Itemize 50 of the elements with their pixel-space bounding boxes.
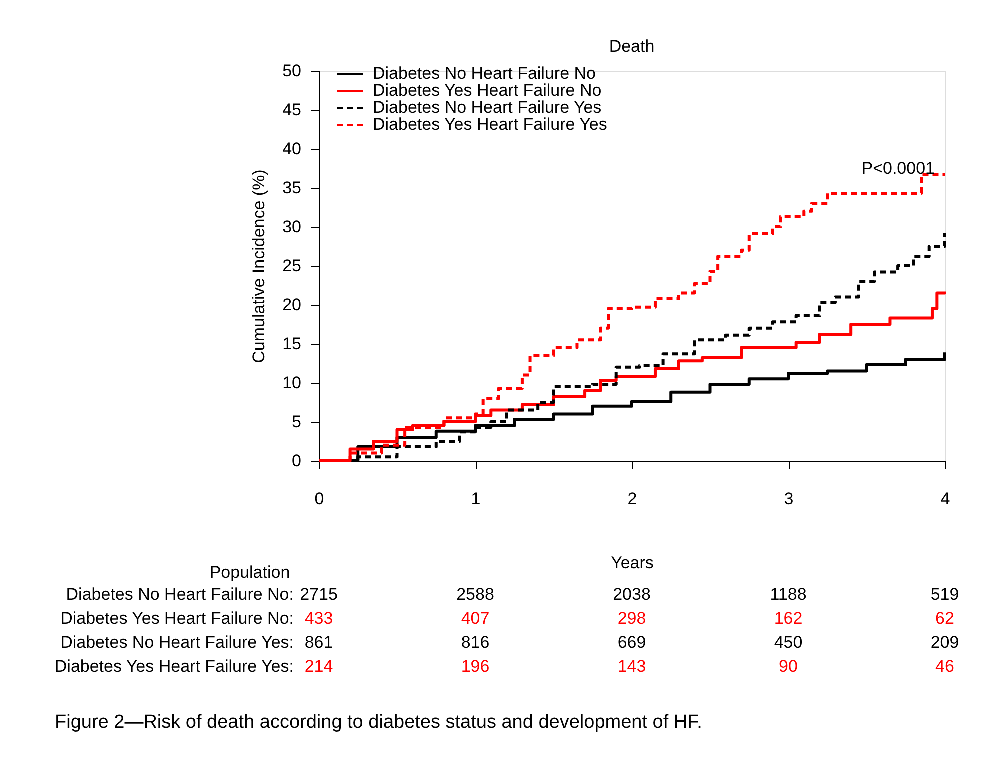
text: 143	[618, 657, 646, 676]
legend-label: Diabetes No Heart Failure No	[373, 64, 596, 83]
caption: Figure 2—Risk of death according to diabetes status and development of HF.	[55, 712, 702, 733]
y-tick-label: 50	[282, 62, 302, 80]
text: 62	[936, 609, 954, 628]
y-tick-label: 10	[282, 374, 302, 392]
legend-label: Diabetes No Heart Failure Yes	[373, 98, 602, 117]
y-tick-label: 0	[292, 452, 302, 470]
legend-label: Diabetes Yes Heart Failure No	[373, 81, 602, 100]
text: Diabetes No Heart Failure No:	[66, 585, 294, 604]
text: 196	[461, 657, 490, 676]
text: 46	[936, 657, 954, 676]
text: 816	[461, 633, 490, 652]
text: 2038	[613, 585, 651, 604]
chart-title: Death	[609, 37, 655, 56]
text: 1188	[770, 585, 807, 604]
y-tick-label: 5	[292, 412, 302, 432]
text: 2588	[456, 585, 494, 604]
x-tick-label: 0	[314, 490, 324, 508]
y-tick-label: 15	[282, 334, 302, 354]
text: 298	[618, 609, 646, 628]
text: 669	[618, 633, 646, 652]
legend-label: Diabetes Yes Heart Failure Yes	[373, 115, 608, 134]
text: 209	[930, 633, 960, 652]
text: Diabetes Yes Heart Failure Yes:	[54, 657, 294, 676]
text: 2715	[300, 585, 338, 604]
y-tick-label: 25	[282, 256, 302, 276]
x-tick-label: 2	[628, 490, 638, 508]
text: 90	[779, 657, 798, 676]
annotation: P<0.0001	[862, 159, 935, 178]
text: Diabetes Yes Heart Failure No:	[60, 609, 294, 628]
y-tick-label: 30	[282, 218, 302, 236]
y-tick-label: 20	[282, 296, 302, 314]
text: 162	[774, 609, 803, 628]
x-tick-label: 4	[940, 490, 950, 508]
text: 519	[930, 585, 960, 604]
x-tick-label: 1	[471, 490, 481, 508]
text: 861	[304, 633, 334, 652]
text: Diabetes No Heart Failure Yes:	[60, 633, 294, 652]
text: 214	[304, 657, 334, 676]
y-tick-label: 35	[282, 178, 302, 198]
y-tick-label: 45	[282, 100, 302, 120]
text: Population	[210, 563, 290, 582]
y-tick-label: 40	[282, 140, 302, 158]
x-axis-title: Years	[611, 554, 654, 572]
text: 433	[304, 609, 334, 628]
text: 407	[461, 609, 490, 628]
y-axis-title: Cumulative Incidence (%)	[250, 170, 269, 364]
text: 450	[774, 633, 803, 652]
x-tick-label: 3	[784, 490, 794, 508]
